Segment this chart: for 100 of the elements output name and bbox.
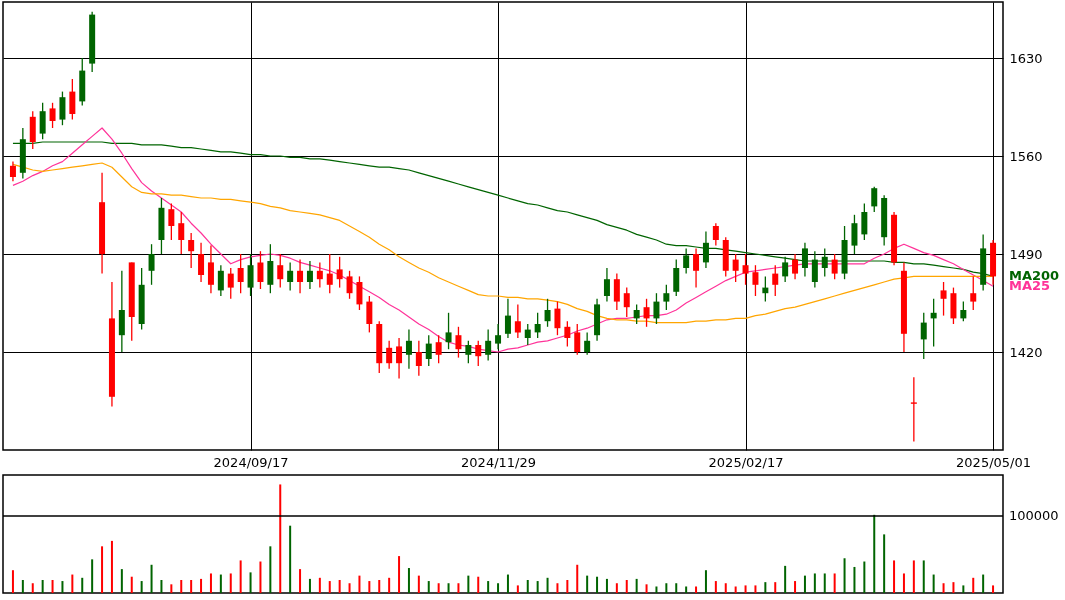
bar (447, 583, 450, 593)
bar (992, 585, 995, 593)
candlestick (168, 202, 175, 241)
candlestick (633, 303, 640, 325)
y-tick-label: 1490 (1009, 246, 1043, 262)
bar (655, 586, 658, 593)
candlestick (366, 295, 373, 334)
candlestick (306, 260, 313, 290)
bar (81, 577, 84, 593)
candlestick (584, 331, 591, 356)
bar (843, 558, 846, 593)
bar (912, 560, 915, 593)
bar (477, 576, 480, 593)
bar (803, 575, 806, 593)
bar (378, 579, 381, 593)
bar (259, 561, 262, 593)
bar (21, 579, 24, 593)
bar (635, 578, 638, 593)
bar (546, 577, 549, 593)
bar (833, 573, 836, 593)
bar (576, 564, 579, 593)
bar (437, 583, 440, 593)
bar (348, 583, 351, 593)
candlestick (178, 211, 185, 255)
bar (645, 584, 648, 593)
bar (407, 568, 410, 593)
bar (774, 582, 777, 593)
bar (219, 574, 222, 593)
x-tick-label: 2025/05/01 (956, 454, 1032, 470)
bar (120, 569, 123, 593)
candlestick (643, 298, 650, 328)
candlestick (554, 300, 561, 336)
bar (457, 583, 460, 593)
bar (289, 525, 292, 593)
candlestick (405, 328, 412, 370)
bar (744, 585, 747, 593)
candlestick (663, 284, 670, 311)
bar (388, 577, 391, 593)
bar (873, 514, 876, 593)
candlestick (683, 247, 690, 275)
bar (417, 575, 420, 593)
candlestick (445, 312, 452, 350)
candlestick (257, 250, 264, 290)
bar (813, 573, 816, 593)
bar (160, 579, 163, 593)
bar (982, 574, 985, 593)
candlestick (792, 253, 799, 280)
candlestick (39, 102, 46, 140)
bar (764, 582, 767, 593)
candlestick (475, 340, 482, 367)
bar (487, 581, 490, 593)
bar (200, 578, 203, 593)
candlestick (851, 214, 858, 255)
candlestick (574, 323, 581, 356)
bar (794, 581, 797, 593)
candlestick (415, 340, 422, 377)
bar (467, 575, 470, 593)
bar (41, 579, 44, 593)
x-tick-label: 2024/11/29 (461, 454, 537, 470)
bar (31, 583, 34, 593)
candlestick (603, 267, 610, 303)
bar (566, 579, 569, 593)
bar (497, 583, 500, 593)
bar (358, 575, 361, 593)
bar (962, 585, 965, 593)
candlestick (504, 298, 511, 339)
bar (338, 579, 341, 593)
bar (823, 573, 826, 593)
bar (130, 576, 133, 593)
bar (427, 581, 430, 593)
candlestick (544, 298, 551, 328)
candlestick (673, 258, 680, 297)
candlestick (485, 328, 492, 362)
candlestick (940, 281, 947, 317)
bar (269, 546, 272, 593)
candlestick (287, 261, 294, 292)
candlestick (207, 244, 214, 294)
candlestick (693, 247, 700, 289)
candlestick (148, 243, 155, 286)
candlestick (336, 256, 343, 289)
candlestick (702, 230, 709, 269)
bar (615, 583, 618, 593)
bar (596, 576, 599, 593)
bar (605, 578, 608, 593)
candlestick (316, 261, 323, 289)
candlestick (732, 253, 739, 283)
bar (368, 581, 371, 593)
x-tick-label: 2024/09/17 (213, 454, 289, 470)
y-tick-label: 1630 (1009, 50, 1043, 66)
bar (249, 572, 252, 593)
bar (11, 570, 14, 593)
bar (625, 579, 628, 593)
candlestick (396, 337, 403, 380)
candlestick (495, 323, 502, 350)
candlestick (237, 253, 244, 294)
bar (398, 556, 401, 593)
candlestick (386, 340, 393, 370)
bar (150, 564, 153, 593)
bar (506, 574, 509, 593)
bar (863, 561, 866, 593)
